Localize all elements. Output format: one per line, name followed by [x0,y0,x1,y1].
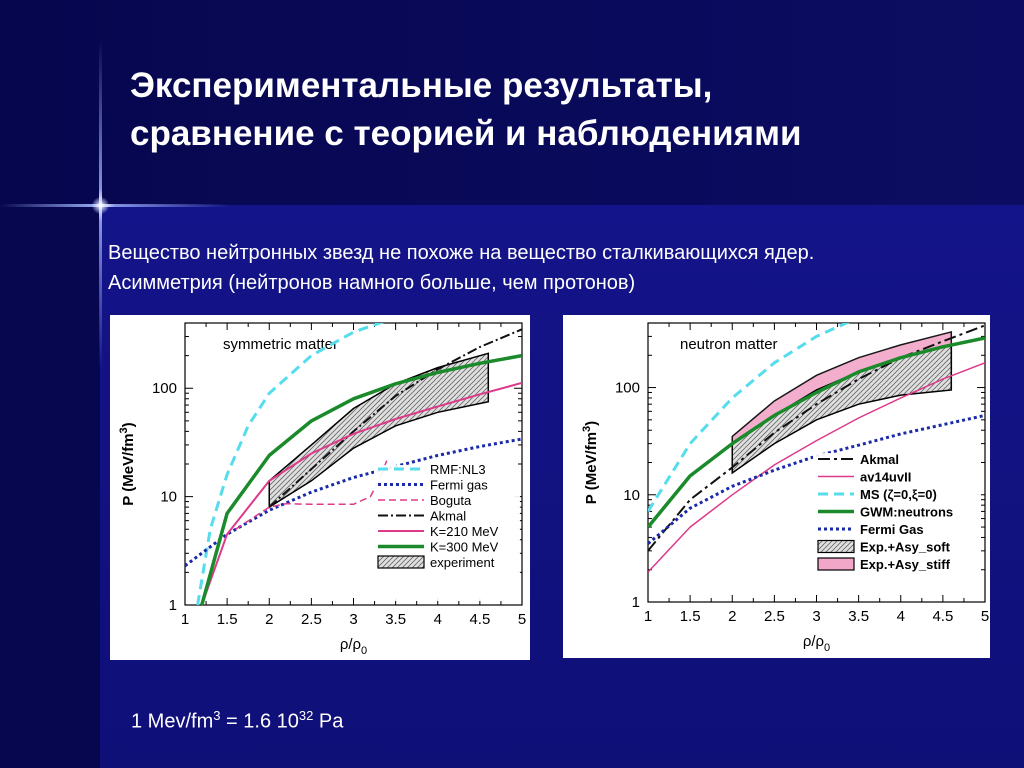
legend-label: Boguta [430,493,472,508]
x-tick-label: 1.5 [217,611,238,628]
legend-label: av14uvII [860,470,911,485]
legend-label: Akmal [430,509,466,524]
light-flare-horizontal [0,204,230,207]
legend-label: K=300 MeV [430,540,499,555]
x-tick-label: 5 [518,611,526,628]
band-exp-asy-soft [731,343,953,475]
y-axis-label-end: ) [583,421,600,426]
legend-label: Akmal [860,452,899,467]
y-ticks [648,322,985,603]
y-tick-label: 1 [169,597,177,614]
legend-label: experiment [430,555,495,570]
x-tick-label: 4.5 [932,608,953,625]
note-equals: = 1.6 10 [220,710,299,733]
legend-label: Fermi gas [430,478,488,493]
x-tick-label: 3 [812,608,820,625]
x-tick-label: 4 [897,608,905,625]
data-layer [185,323,522,605]
data-layer [648,323,985,573]
series-line-k-300-mev [200,353,522,605]
legend-label: Fermi Gas [860,522,924,537]
x-axis-label-sub: 0 [361,645,367,657]
panel-label: symmetric matter [223,336,338,353]
title-background [0,0,1024,205]
x-tick-label: 1.5 [680,608,701,625]
y-tick-label: 100 [615,380,640,397]
slide-title-line-2: сравнение с теорией и наблюдениями [130,114,802,153]
legend-swatch-box [817,557,855,571]
y-tick-label: 10 [623,487,640,504]
chart-neutron-matter: 1 10 100 1 1.5 2 2.5 3 3.5 4 4.5 5 ρ/ρ0 P (MeV/fm3) ne… [563,315,990,658]
slide-text-line-2: Асимметрия (нейтронов намного больше, че… [108,272,636,294]
x-tick-label: 2 [728,608,736,625]
note-lhs-exponent: 3 [213,708,221,723]
legend-label: GWM:neutrons [860,505,953,520]
y-tick-label: 10 [160,489,177,506]
panel-label: neutron matter [680,336,778,353]
y-axis-label-sup: 3 [118,427,130,433]
y-axis-label: P (MeV/fm3) [581,421,600,504]
series-line-akmal [648,324,985,552]
x-tick-label: 3 [349,611,357,628]
x-tick-label: 2.5 [764,608,785,625]
legend-swatch-box [817,539,855,554]
x-axis-label-main: ρ/ρ [340,636,361,653]
legend-label: RMF:NL3 [430,462,486,477]
x-tick-label: 4 [434,611,442,628]
unit-conversion-note: 1 Mev/fm3 = 1.6 1032 Pa [131,708,343,734]
y-tick-label: 100 [152,380,177,397]
legend-background [374,465,520,601]
note-unit: Pa [313,710,344,733]
x-tick-label: 5 [981,608,989,625]
y-axis-label-main: P (MeV/fm [120,433,137,505]
x-axis-label-sub: 0 [824,642,830,654]
chart-symmetric-matter: 1 10 100 1 1.5 2 2.5 3 3.5 4 4.5 5 ρ/ρ0 P (MeV/fm3) sy… [110,315,530,660]
slide-text-line-1: Вещество нейтронных звезд не похоже на в… [108,242,815,264]
x-tick-label: 1 [181,611,189,628]
series-line-k-210-mev [200,381,522,605]
x-axis-label: ρ/ρ0 [340,636,367,657]
legend-swatch-box [377,555,425,569]
y-axis-label-end: ) [120,422,137,427]
note-lhs: 1 Mev/fm [131,710,214,733]
x-axis-label-main: ρ/ρ [803,633,824,650]
series-line-gwm-neutrons [648,336,985,529]
x-tick-label: 4.5 [469,611,490,628]
band-experiment [268,352,490,509]
series-line-av14uvii [648,362,985,573]
x-tick-label: 1 [644,608,652,625]
y-axis-label-main: P (MeV/fm [583,432,600,504]
slide-title: Экспериментальные результаты, сравнение … [130,62,990,158]
x-tick-label: 3.5 [385,611,406,628]
legend-label: Exp.+Asy_soft [860,540,951,555]
legend-label: Exp.+Asy_stiff [860,557,951,572]
note-rhs-exponent: 32 [298,708,314,723]
x-tick-label: 2.5 [301,611,322,628]
slide-title-line-1: Экспериментальные результаты, [130,66,713,105]
series-line-ms-0-0- [648,323,851,513]
x-axis-label: ρ/ρ0 [803,633,830,654]
legend: Akmal av14uvII MS (ζ=0,ξ=0) GWM:neutrons Fer… [813,452,981,583]
slide-text: Вещество нейтронных звезд не похоже на в… [108,238,1018,298]
x-tick-label: 2 [265,611,273,628]
left-decor-band [0,205,100,768]
legend-label: K=210 MeV [430,524,499,539]
series-line-rmf-nl3 [196,323,385,605]
series-line-akmal [268,328,522,508]
light-flare-core [92,197,109,214]
y-axis-label-sup: 3 [581,426,593,432]
y-tick-label: 1 [632,594,640,611]
x-tick-label: 3.5 [848,608,869,625]
legend-label: MS (ζ=0,ξ=0) [860,487,937,502]
y-axis-label: P (MeV/fm3) [118,422,137,505]
